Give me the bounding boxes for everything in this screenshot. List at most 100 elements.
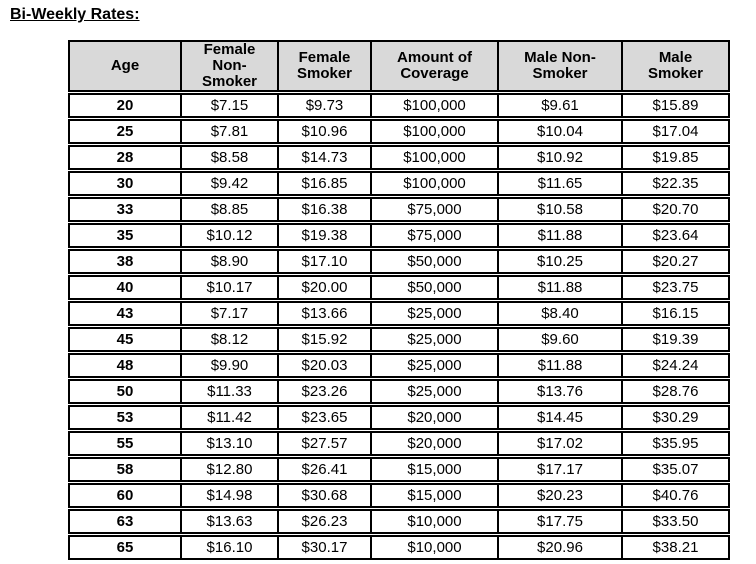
col-header-coverage: Amount of Coverage (370, 40, 499, 95)
female-nonsmoker-cell: $16.10 (180, 532, 279, 560)
female-smoker-cell: $13.66 (277, 298, 372, 328)
table-row: 33 $8.85 $16.38 $75,000 $10.58 $20.70 (68, 194, 730, 224)
male-smoker-cell: $20.27 (621, 246, 730, 276)
coverage-cell: $100,000 (370, 90, 499, 120)
male-nonsmoker-cell: $14.45 (497, 402, 623, 432)
coverage-cell: $20,000 (370, 402, 499, 432)
age-cell: 50 (68, 376, 182, 406)
female-nonsmoker-cell: $12.80 (180, 454, 279, 484)
age-cell: 53 (68, 402, 182, 432)
table-row: 65 $16.10 $30.17 $10,000 $20.96 $38.21 (68, 532, 730, 560)
table-row: 40 $10.17 $20.00 $50,000 $11.88 $23.75 (68, 272, 730, 302)
male-nonsmoker-cell: $20.96 (497, 532, 623, 560)
male-nonsmoker-cell: $11.88 (497, 220, 623, 250)
male-nonsmoker-cell: $10.04 (497, 116, 623, 146)
table-row: 50 $11.33 $23.26 $25,000 $13.76 $28.76 (68, 376, 730, 406)
coverage-cell: $25,000 (370, 324, 499, 354)
female-smoker-cell: $23.26 (277, 376, 372, 406)
rates-table-body: 20 $7.15 $9.73 $100,000 $9.61 $15.89 25 $7.81 $1… (68, 90, 730, 560)
male-smoker-cell: $40.76 (621, 480, 730, 510)
male-nonsmoker-cell: $11.65 (497, 168, 623, 198)
age-cell: 43 (68, 298, 182, 328)
male-smoker-cell: $19.39 (621, 324, 730, 354)
female-smoker-cell: $17.10 (277, 246, 372, 276)
coverage-cell: $75,000 (370, 220, 499, 250)
female-smoker-cell: $26.41 (277, 454, 372, 484)
coverage-cell: $50,000 (370, 272, 499, 302)
female-nonsmoker-cell: $7.17 (180, 298, 279, 328)
female-smoker-cell: $16.38 (277, 194, 372, 224)
female-smoker-cell: $15.92 (277, 324, 372, 354)
coverage-cell: $25,000 (370, 350, 499, 380)
age-cell: 60 (68, 480, 182, 510)
table-row: 25 $7.81 $10.96 $100,000 $10.04 $17.04 (68, 116, 730, 146)
coverage-cell: $50,000 (370, 246, 499, 276)
female-smoker-cell: $20.03 (277, 350, 372, 380)
age-cell: 28 (68, 142, 182, 172)
female-nonsmoker-cell: $10.12 (180, 220, 279, 250)
male-nonsmoker-cell: $10.25 (497, 246, 623, 276)
male-smoker-cell: $30.29 (621, 402, 730, 432)
age-cell: 48 (68, 350, 182, 380)
male-smoker-cell: $38.21 (621, 532, 730, 560)
female-smoker-cell: $26.23 (277, 506, 372, 536)
male-nonsmoker-cell: $9.61 (497, 90, 623, 120)
col-header-male-smoker: Male Smoker (621, 40, 730, 95)
male-smoker-cell: $20.70 (621, 194, 730, 224)
male-smoker-cell: $17.04 (621, 116, 730, 146)
male-smoker-cell: $22.35 (621, 168, 730, 198)
female-smoker-cell: $27.57 (277, 428, 372, 458)
male-smoker-cell: $35.95 (621, 428, 730, 458)
female-nonsmoker-cell: $9.42 (180, 168, 279, 198)
male-nonsmoker-cell: $11.88 (497, 272, 623, 302)
male-smoker-cell: $24.24 (621, 350, 730, 380)
table-row: 55 $13.10 $27.57 $20,000 $17.02 $35.95 (68, 428, 730, 458)
table-row: 63 $13.63 $26.23 $10,000 $17.75 $33.50 (68, 506, 730, 536)
male-smoker-cell: $35.07 (621, 454, 730, 484)
female-smoker-cell: $19.38 (277, 220, 372, 250)
female-smoker-cell: $14.73 (277, 142, 372, 172)
header-row: Age Female Non- Smoker Female Smoker Amo… (68, 40, 730, 95)
coverage-cell: $100,000 (370, 168, 499, 198)
male-smoker-cell: $28.76 (621, 376, 730, 406)
coverage-cell: $15,000 (370, 454, 499, 484)
age-cell: 58 (68, 454, 182, 484)
female-nonsmoker-cell: $8.12 (180, 324, 279, 354)
table-row: 60 $14.98 $30.68 $15,000 $20.23 $40.76 (68, 480, 730, 510)
coverage-cell: $20,000 (370, 428, 499, 458)
female-nonsmoker-cell: $10.17 (180, 272, 279, 302)
female-smoker-cell: $16.85 (277, 168, 372, 198)
age-cell: 65 (68, 532, 182, 560)
male-smoker-cell: $19.85 (621, 142, 730, 172)
female-nonsmoker-cell: $9.90 (180, 350, 279, 380)
male-nonsmoker-cell: $10.92 (497, 142, 623, 172)
table-row: 48 $9.90 $20.03 $25,000 $11.88 $24.24 (68, 350, 730, 380)
age-cell: 55 (68, 428, 182, 458)
male-nonsmoker-cell: $9.60 (497, 324, 623, 354)
male-nonsmoker-cell: $10.58 (497, 194, 623, 224)
male-nonsmoker-cell: $17.02 (497, 428, 623, 458)
table-row: 45 $8.12 $15.92 $25,000 $9.60 $19.39 (68, 324, 730, 354)
age-cell: 33 (68, 194, 182, 224)
table-row: 35 $10.12 $19.38 $75,000 $11.88 $23.64 (68, 220, 730, 250)
col-header-female-smoker: Female Smoker (277, 40, 372, 95)
female-nonsmoker-cell: $11.33 (180, 376, 279, 406)
coverage-cell: $10,000 (370, 506, 499, 536)
male-nonsmoker-cell: $13.76 (497, 376, 623, 406)
coverage-cell: $100,000 (370, 116, 499, 146)
female-smoker-cell: $30.17 (277, 532, 372, 560)
rates-table-header: Age Female Non- Smoker Female Smoker Amo… (68, 40, 730, 95)
age-cell: 20 (68, 90, 182, 120)
coverage-cell: $75,000 (370, 194, 499, 224)
female-nonsmoker-cell: $7.15 (180, 90, 279, 120)
female-nonsmoker-cell: $8.85 (180, 194, 279, 224)
table-row: 20 $7.15 $9.73 $100,000 $9.61 $15.89 (68, 90, 730, 120)
male-nonsmoker-cell: $20.23 (497, 480, 623, 510)
male-nonsmoker-cell: $17.17 (497, 454, 623, 484)
male-smoker-cell: $23.75 (621, 272, 730, 302)
table-row: 38 $8.90 $17.10 $50,000 $10.25 $20.27 (68, 246, 730, 276)
col-header-male-nonsmoker: Male Non- Smoker (497, 40, 623, 95)
table-row: 28 $8.58 $14.73 $100,000 $10.92 $19.85 (68, 142, 730, 172)
male-smoker-cell: $16.15 (621, 298, 730, 328)
